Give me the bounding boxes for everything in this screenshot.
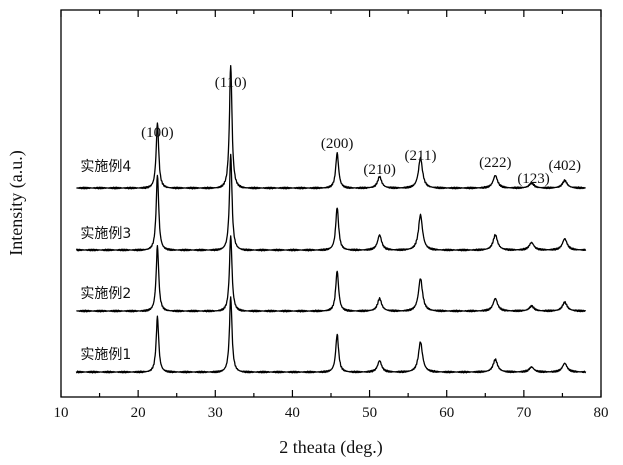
series-label-3: 实施例3 <box>80 226 131 242</box>
plot-frame <box>61 10 601 397</box>
x-axis-ticks <box>61 10 601 397</box>
x-tick-label-30: 30 <box>208 405 223 421</box>
x-tick-label-10: 10 <box>54 405 69 421</box>
series-labels: 实施例4 实施例3 实施例2 实施例1 <box>80 159 131 363</box>
peak-label: (200) <box>321 136 354 152</box>
diffraction-traces <box>76 66 585 373</box>
peak-label: (100) <box>141 125 174 141</box>
x-axis-tick-labels: 10 20 30 40 50 60 70 80 <box>54 405 609 421</box>
x-tick-label-40: 40 <box>285 405 300 421</box>
x-tick-label-70: 70 <box>516 405 531 421</box>
series-label-4: 实施例4 <box>80 159 131 175</box>
peak-label: (110) <box>215 75 247 91</box>
series-label-1: 实施例1 <box>80 347 131 363</box>
peak-label: (211) <box>405 148 437 164</box>
peak-label: (210) <box>363 162 396 178</box>
peak-label: (222) <box>479 155 512 171</box>
series-label-2: 实施例2 <box>80 286 131 302</box>
x-tick-label-20: 20 <box>131 405 146 421</box>
peak-label: (402) <box>548 158 581 174</box>
x-tick-label-50: 50 <box>362 405 377 421</box>
y-axis-title: Intensity (a.u.) <box>6 150 27 255</box>
peak-labels: (100) (110) (200) (210) (211) (222) (123)(402) <box>141 75 581 187</box>
x-tick-label-60: 60 <box>439 405 454 421</box>
peak-label: (123) <box>517 171 550 187</box>
x-tick-label-80: 80 <box>594 405 609 421</box>
x-axis-title: 2 theata (deg.) <box>279 437 382 458</box>
